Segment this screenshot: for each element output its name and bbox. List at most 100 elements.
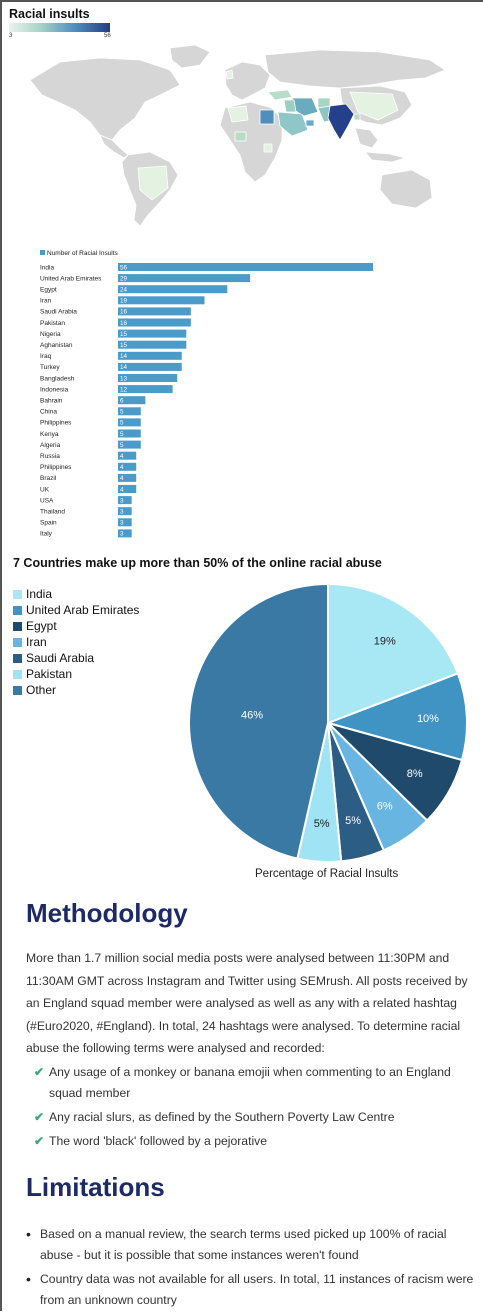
- bar-category-label: UK: [40, 486, 50, 493]
- bar-value-label: 16: [120, 320, 128, 327]
- map-china: [349, 91, 399, 121]
- bar-legend-label: Number of Racial Insults: [47, 250, 119, 257]
- bar-category-label: Egypt: [40, 287, 57, 294]
- list-item-text: Country data was not available for all u…: [40, 1272, 474, 1307]
- legend-label: Other: [26, 683, 57, 697]
- legend-item: Egypt: [13, 618, 139, 634]
- pie-slice: [327, 582, 460, 725]
- limitations-heading: Limitations: [26, 1172, 165, 1202]
- bullet-icon: •: [26, 1226, 31, 1242]
- legend-label: Pakistan: [26, 667, 73, 681]
- list-item: ✔ Any racial slurs, as defined by the Sou…: [34, 1107, 474, 1128]
- list-item-text: Based on a manual review, the search ter…: [40, 1227, 447, 1262]
- pie-chart-title: 7 Countries make up more than 50% of the…: [13, 556, 382, 570]
- methodology-heading: Methodology: [26, 898, 188, 928]
- bar-category-label: Brazil: [40, 475, 57, 482]
- map-algeria: [227, 105, 249, 123]
- bar-legend-swatch: [40, 250, 45, 255]
- window-frame-top: [0, 0, 483, 2]
- legend-label: United Arab Emirates: [26, 603, 140, 617]
- map-color-scale: [9, 23, 110, 32]
- bar-category-label: Bahrain: [40, 398, 63, 405]
- bar: [118, 462, 137, 471]
- bar: [118, 518, 132, 527]
- pie-slice-label: 46%: [241, 710, 263, 722]
- legend-swatch: [13, 685, 22, 695]
- map-uae: [305, 119, 315, 127]
- bar-category-label: Philippines: [40, 464, 72, 471]
- methodology-list: ✔ Any usage of a monkey or banana emojii …: [34, 1062, 474, 1155]
- bar-value-label: 4: [120, 453, 124, 460]
- bar: [118, 263, 373, 271]
- bar-category-label: Saudi Arabia: [40, 309, 77, 316]
- world-choropleth-map: [29, 44, 446, 227]
- legend-item: Iran: [13, 634, 139, 650]
- legend-label: India: [26, 587, 53, 601]
- map-bangladesh: [353, 113, 361, 121]
- window-frame-left: [0, 0, 2, 1311]
- check-icon: ✔: [34, 1110, 45, 1124]
- legend-swatch: [13, 621, 22, 631]
- bar: [118, 274, 251, 283]
- pie-slice-label: 8%: [407, 768, 423, 780]
- map-saudi-arabia: [277, 111, 309, 137]
- bar-value-label: 5: [120, 442, 124, 449]
- bar-category-label: Philippines: [40, 420, 72, 427]
- check-icon: ✔: [34, 1065, 45, 1079]
- bar-category-label: Russia: [40, 453, 60, 460]
- map-turkey: [267, 89, 293, 101]
- map-egypt: [259, 109, 275, 125]
- list-item-text: The word 'black' followed by a pejorativ…: [49, 1134, 268, 1148]
- limitations-list: • Based on a manual review, the search te…: [26, 1224, 476, 1314]
- list-item-text: Any racial slurs, as defined by the Sout…: [49, 1110, 395, 1124]
- bar: [118, 407, 141, 416]
- bar-value-label: 13: [120, 375, 128, 382]
- racial-insults-pie-chart: 19% 10% 8% 6% 5% 5% 46%: [188, 582, 468, 863]
- pie-slice-label: 5%: [314, 818, 330, 830]
- pie-legend: India United Arab Emirates Egypt Iran Saudi …: [13, 586, 139, 698]
- bar-value-label: 4: [120, 464, 124, 471]
- map-europe: [224, 61, 271, 101]
- bar-value-label: 16: [120, 309, 128, 316]
- bar-category-label: Thailand: [40, 509, 65, 516]
- pie-slice-label: 10%: [417, 713, 439, 725]
- check-icon: ✔: [34, 1134, 45, 1148]
- legend-swatch: [13, 589, 22, 599]
- bar-value-label: 6: [120, 398, 124, 405]
- bullet-icon: •: [26, 1271, 31, 1287]
- bar: [118, 385, 173, 394]
- list-item: • Based on a manual review, the search te…: [26, 1224, 476, 1266]
- bar-value-label: 15: [120, 342, 128, 349]
- bar: [118, 285, 228, 294]
- bar: [118, 429, 141, 438]
- map-nigeria: [234, 131, 247, 142]
- legend-item: Saudi Arabia: [13, 650, 139, 666]
- bar-category-label: Bangladesh: [40, 375, 75, 382]
- bar: [118, 329, 187, 338]
- map-india: [327, 103, 355, 141]
- bar: [118, 485, 137, 493]
- bar-category-label: Kenya: [40, 431, 59, 438]
- map-brazil: [137, 165, 169, 201]
- pie-slice: [188, 582, 329, 860]
- bar: [118, 529, 132, 538]
- bar-value-label: 3: [120, 531, 124, 538]
- map-iraq: [283, 99, 297, 113]
- bar-category-label: India: [40, 264, 54, 271]
- bar-value-label: 4: [120, 475, 124, 482]
- map-title: Racial insults: [9, 7, 90, 21]
- pie-slice: [324, 672, 468, 762]
- bar: [118, 396, 146, 405]
- map-indonesia: [364, 151, 407, 163]
- map-north-america: [29, 57, 181, 141]
- legend-item: India: [13, 586, 139, 602]
- bar: [118, 340, 187, 349]
- bar-value-label: 3: [120, 497, 124, 504]
- bar-value-label: 56: [120, 264, 128, 271]
- map-kenya: [263, 143, 273, 153]
- bar-category-label: Indonesia: [40, 386, 69, 393]
- legend-item: Other: [13, 682, 139, 698]
- legend-swatch: [13, 637, 22, 647]
- map-russia: [264, 49, 446, 89]
